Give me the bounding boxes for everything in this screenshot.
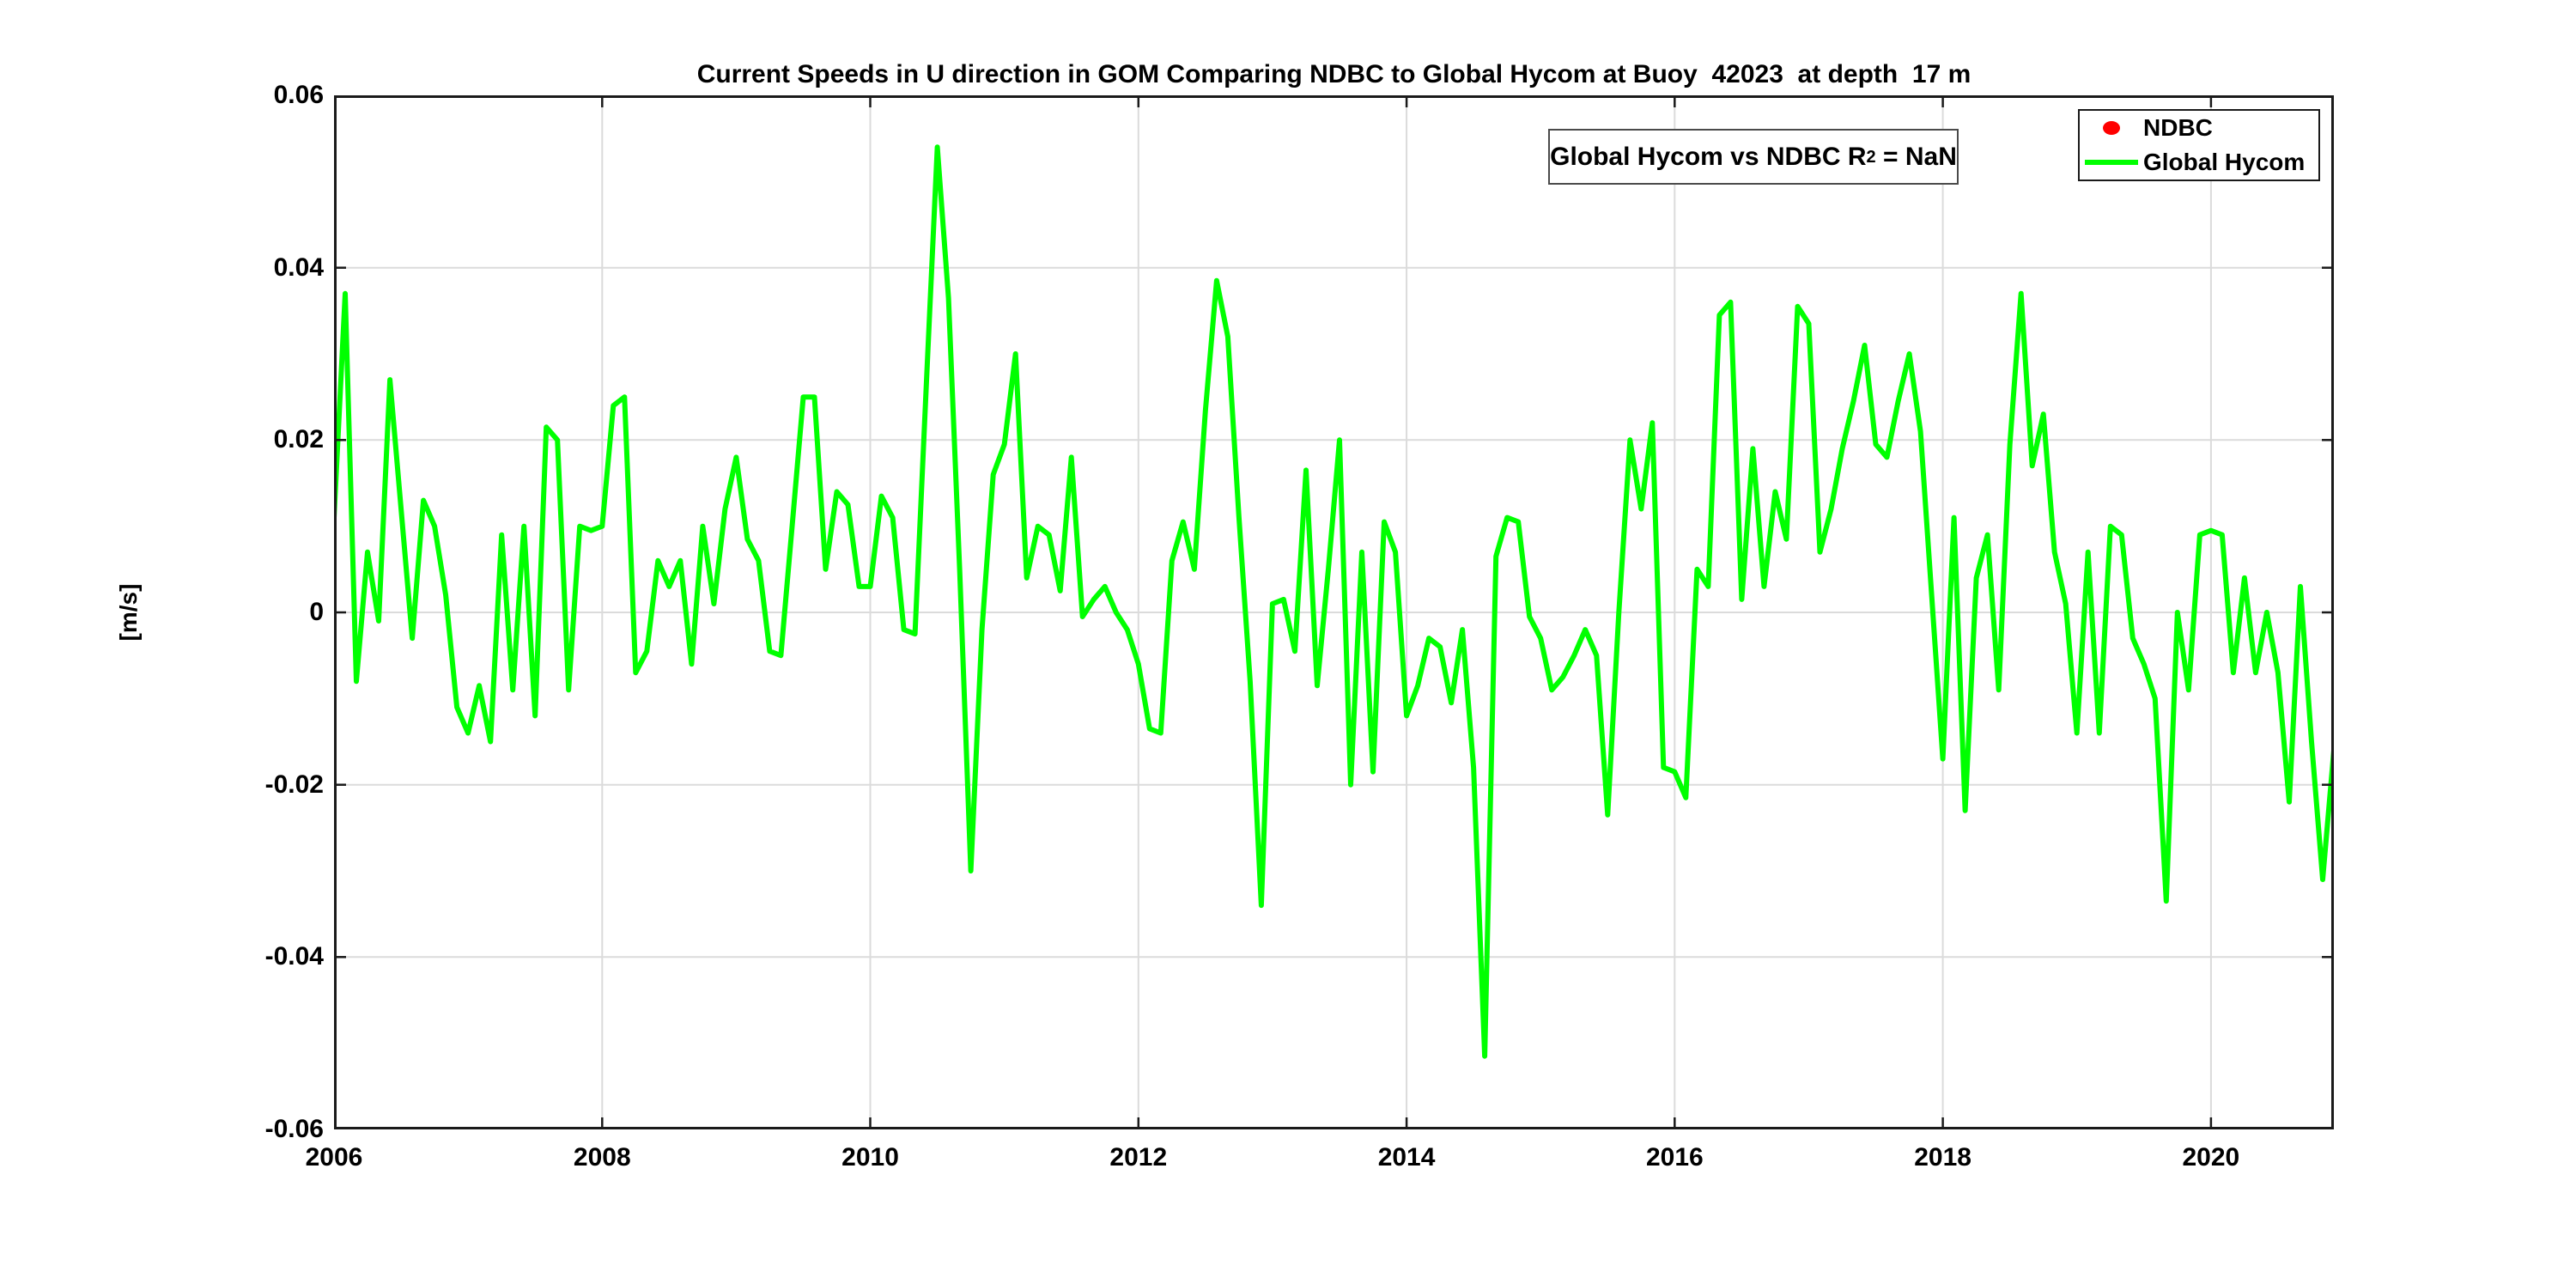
x-tick-label: 2008 [573,1143,631,1172]
x-tick-label: 2014 [1377,1143,1436,1172]
red-dot-marker-icon [2103,121,2120,136]
chart-title: Current Speeds in U direction in GOM Com… [696,60,1971,88]
y-tick-label: -0.06 [264,1115,324,1143]
y-tick-label: 0.02 [273,425,324,454]
x-tick-label: 2016 [1645,1143,1704,1172]
x-tick-label: 2012 [1109,1143,1168,1172]
y-tick-label: 0 [309,598,324,626]
x-tick-label: 2018 [1914,1143,1971,1172]
legend-marker-cell [2080,121,2143,136]
y-axis-label: [m/s] [115,583,142,642]
green-line-marker-icon [2085,159,2138,165]
axes-border [334,95,2334,1129]
annotation-text-suffix: = NaN [1875,142,1957,171]
x-tick-label: 2020 [2182,1143,2240,1172]
x-tick-label: 2010 [841,1143,899,1172]
legend-entry-global-hycom[interactable]: Global Hycom [2080,146,2318,179]
legend-label-global-hycom: Global Hycom [2143,148,2306,175]
y-tick-label: -0.02 [264,770,324,799]
legend-box[interactable]: NDBC Global Hycom [2078,109,2320,181]
legend-marker-cell [2080,159,2143,165]
legend-label-ndbc: NDBC [2143,114,2213,142]
x-tick-label: 2006 [305,1143,363,1172]
legend-entry-ndbc[interactable]: NDBC [2080,112,2318,144]
series-line-global-hycom [334,144,2334,1059]
y-tick-label: 0.04 [273,253,324,282]
y-tick-label: 0.06 [273,81,324,109]
plot-area [334,95,2334,1129]
annotation-text-prefix: Global Hycom vs NDBC R [1550,142,1867,171]
y-tick-label: -0.04 [264,942,324,971]
